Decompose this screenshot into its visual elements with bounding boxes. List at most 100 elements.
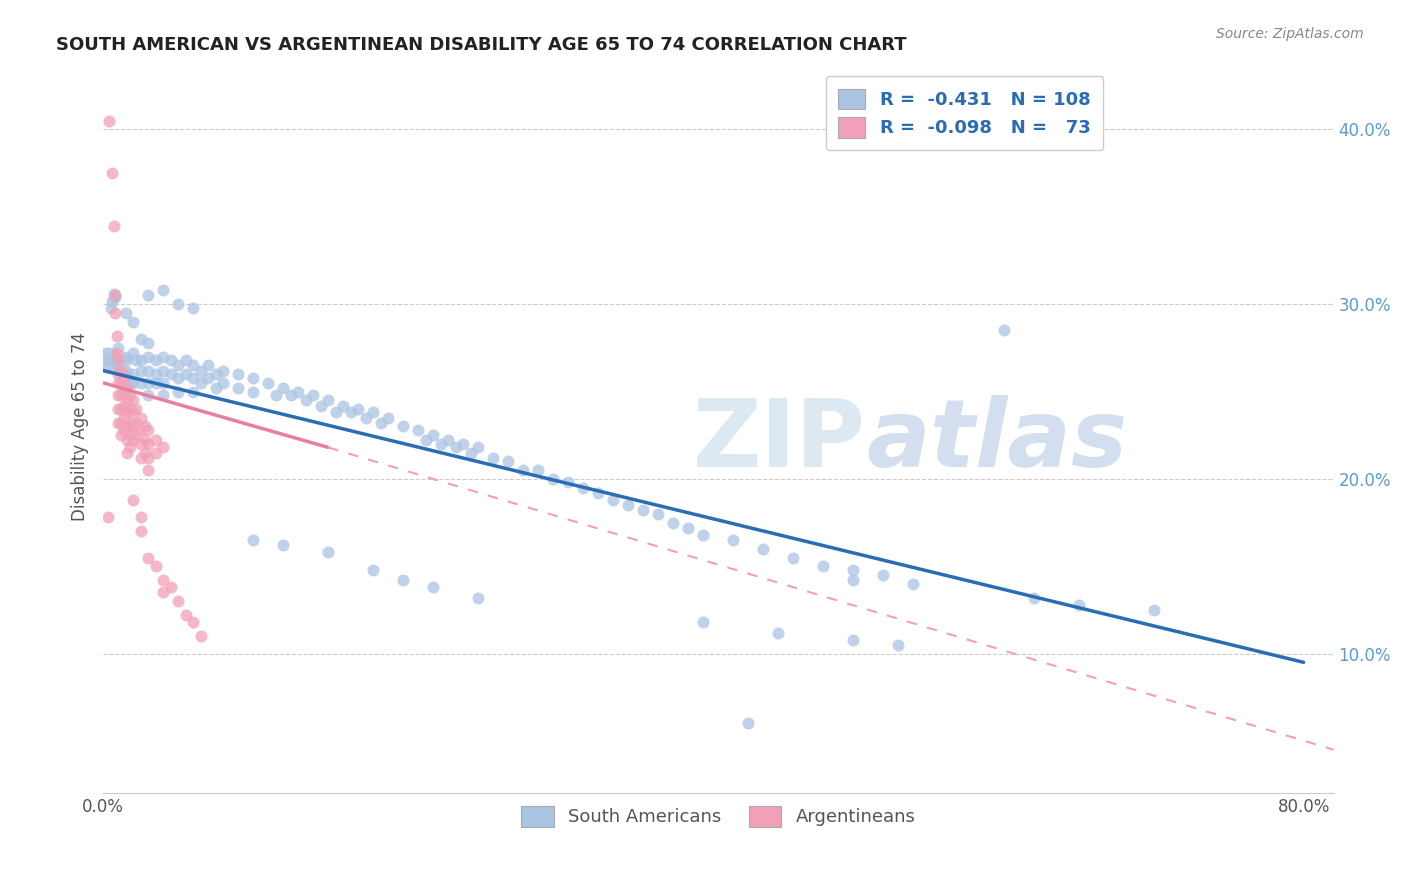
Point [460, 445, 482, 459]
Point [429, 437, 451, 451]
Point [120, 441, 142, 455]
Point [136, 363, 159, 377]
Point [174, 353, 197, 368]
Point [152, 283, 174, 297]
Point [197, 359, 219, 373]
Point [136, 335, 159, 350]
Point [662, 516, 685, 530]
Point [129, 423, 152, 437]
Point [159, 580, 181, 594]
Point [1142, 603, 1164, 617]
Point [129, 332, 152, 346]
Point [125, 353, 148, 368]
Point [993, 323, 1015, 337]
Point [752, 541, 775, 556]
Point [1022, 591, 1045, 605]
Point [152, 350, 174, 364]
Point [136, 388, 159, 402]
Point [842, 563, 865, 577]
Point [204, 381, 226, 395]
Point [181, 615, 204, 629]
Point [110, 402, 132, 417]
Point [617, 498, 640, 512]
Point [737, 716, 759, 731]
Point [181, 384, 204, 399]
Point [115, 419, 138, 434]
Point [167, 594, 190, 608]
Point [347, 402, 370, 417]
Point [181, 301, 204, 315]
Point [768, 625, 790, 640]
Point [115, 367, 138, 381]
Point [145, 367, 167, 381]
Point [129, 510, 152, 524]
Point [129, 410, 152, 425]
Point [406, 423, 429, 437]
Point [422, 428, 444, 442]
Point [167, 384, 190, 399]
Point [226, 381, 249, 395]
Point [104, 290, 127, 304]
Point [392, 573, 415, 587]
Point [112, 423, 135, 437]
Point [415, 434, 437, 448]
Point [129, 437, 152, 451]
Point [122, 405, 145, 419]
Point [437, 434, 460, 448]
Point [101, 293, 124, 308]
Point [103, 219, 125, 233]
Point [122, 434, 145, 448]
Point [134, 419, 156, 434]
Point [122, 376, 145, 390]
Point [444, 441, 467, 455]
Point [316, 545, 339, 559]
Point [174, 367, 197, 381]
Point [145, 434, 167, 448]
Point [167, 359, 190, 373]
Point [115, 405, 138, 419]
Point [264, 388, 287, 402]
Point [100, 301, 122, 315]
Point [136, 350, 159, 364]
Point [361, 405, 384, 419]
Point [122, 419, 145, 434]
Point [271, 538, 294, 552]
Point [152, 441, 174, 455]
Point [370, 416, 392, 430]
Point [174, 608, 197, 623]
Point [482, 450, 505, 465]
Point [152, 388, 174, 402]
Point [136, 437, 159, 451]
Point [120, 388, 142, 402]
Point [107, 359, 129, 373]
Point [136, 423, 159, 437]
Point [114, 363, 136, 377]
Point [242, 384, 264, 399]
Point [287, 384, 309, 399]
Point [181, 359, 204, 373]
Point [115, 393, 138, 408]
Point [167, 370, 190, 384]
Point [159, 367, 181, 381]
Point [122, 492, 145, 507]
Point [107, 376, 129, 390]
Y-axis label: Disability Age 65 to 74: Disability Age 65 to 74 [72, 332, 89, 521]
Point [115, 445, 138, 459]
Text: atlas: atlas [866, 395, 1128, 487]
Point [197, 370, 219, 384]
Point [129, 353, 152, 368]
Point [872, 568, 894, 582]
Point [145, 376, 167, 390]
Point [134, 434, 156, 448]
Point [377, 410, 399, 425]
Point [112, 399, 135, 413]
Point [572, 481, 595, 495]
Point [136, 463, 159, 477]
Point [527, 463, 550, 477]
Point [152, 585, 174, 599]
Point [271, 381, 294, 395]
Point [136, 376, 159, 390]
Point [294, 393, 316, 408]
Point [903, 576, 925, 591]
Point [152, 573, 174, 587]
